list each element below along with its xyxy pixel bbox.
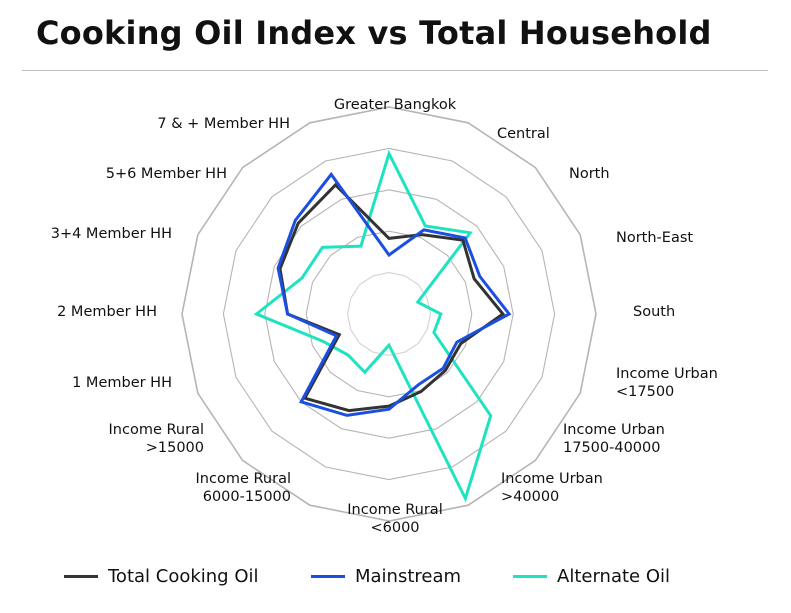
category-label-line: <17500: [616, 384, 674, 400]
category-label-line: <6000: [370, 520, 419, 536]
category-label-line: 17500-40000: [563, 440, 661, 456]
category-label-5: Income Urban <17500: [616, 366, 718, 400]
legend-label-total: Total Cooking Oil: [108, 566, 259, 587]
category-label-1: Central: [497, 126, 550, 142]
legend-label-mainstream: Mainstream: [355, 566, 462, 587]
radar-grid: [181, 106, 597, 522]
category-label-line: Income Rural: [196, 471, 291, 487]
category-label-line: >15000: [146, 440, 204, 456]
category-label-line: >40000: [501, 489, 559, 505]
category-label-line: 7 & + Member HH: [157, 116, 290, 132]
radar-series: [253, 149, 512, 503]
category-label-2: North: [569, 166, 610, 182]
category-label-line: Income Rural: [109, 422, 204, 438]
legend-item-alternate[interactable]: Alternate Oil: [513, 566, 670, 587]
category-label-8: Income Rural <6000: [347, 502, 442, 536]
category-label-line: South: [633, 304, 675, 320]
legend-swatch-total: [64, 575, 98, 578]
category-label-line: 5+6 Member HH: [106, 166, 227, 182]
category-label-line: North: [569, 166, 610, 182]
category-label-10: Income Rural >15000: [109, 422, 204, 456]
category-label-11: 1 Member HH: [72, 375, 172, 391]
series-line-alternate[interactable]: [253, 149, 493, 503]
category-label-3: North-East: [616, 230, 693, 246]
radar-chart: Greater Bangkok Central North North-East Sou…: [51, 97, 718, 536]
category-label-13: 3+4 Member HH: [51, 226, 172, 242]
grid-ring-4: [222, 147, 556, 481]
category-label-line: Income Urban: [616, 366, 718, 382]
category-label-6: Income Urban 17500-40000: [563, 422, 665, 456]
radar-category-labels: Greater Bangkok Central North North-East Sou…: [51, 97, 718, 536]
chart-title: Cooking Oil Index vs Total Household: [36, 14, 712, 52]
category-label-line: 6000-15000: [203, 489, 291, 505]
legend-item-mainstream[interactable]: Mainstream: [311, 566, 461, 587]
category-label-line: Income Rural: [347, 502, 442, 518]
category-label-9: Income Rural 6000-15000: [196, 471, 291, 505]
category-label-line: Income Urban: [501, 471, 603, 487]
category-label-line: Income Urban: [563, 422, 665, 438]
category-label-12: 2 Member HH: [57, 304, 157, 320]
category-label-15: 7 & + Member HH: [157, 116, 290, 132]
category-label-7: Income Urban >40000: [501, 471, 603, 505]
category-label-line: 3+4 Member HH: [51, 226, 172, 242]
category-label-line: Greater Bangkok: [334, 97, 457, 113]
title-divider: [22, 70, 768, 71]
category-label-line: 2 Member HH: [57, 304, 157, 320]
category-label-4: South: [633, 304, 675, 320]
grid-ring-2: [305, 230, 473, 398]
legend-item-total[interactable]: Total Cooking Oil: [64, 566, 259, 587]
chart-legend: Total Cooking Oil Mainstream Alternate O…: [0, 566, 791, 592]
series-line-mainstream[interactable]: [276, 171, 512, 417]
category-label-line: 1 Member HH: [72, 375, 172, 391]
category-label-line: North-East: [616, 230, 693, 246]
grid-ring-5: [181, 106, 597, 522]
legend-swatch-alternate: [513, 575, 547, 578]
category-label-14: 5+6 Member HH: [106, 166, 227, 182]
category-label-line: Central: [497, 126, 550, 142]
legend-swatch-mainstream: [311, 575, 345, 578]
legend-label-alternate: Alternate Oil: [557, 566, 670, 587]
series-line-total[interactable]: [278, 182, 506, 413]
category-label-0: Greater Bangkok: [334, 97, 457, 113]
